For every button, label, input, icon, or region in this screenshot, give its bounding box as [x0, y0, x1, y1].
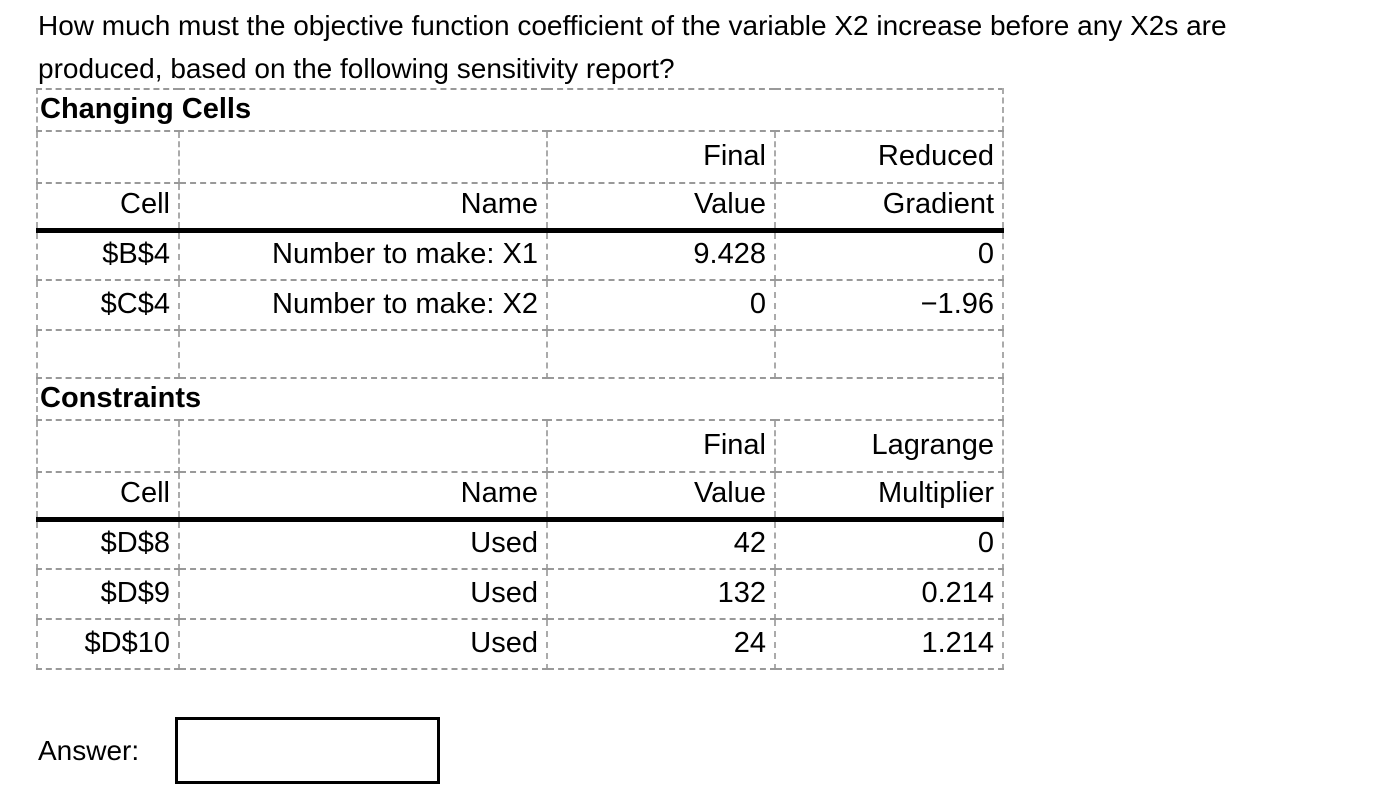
cell-final-value: 24: [546, 618, 776, 670]
empty-cell: [773, 329, 1005, 379]
changing-cells-title: Changing Cells: [35, 88, 1005, 132]
cell-ref: $D$8: [36, 518, 180, 570]
answer-input[interactable]: [175, 717, 441, 784]
cell-name: Number to make: X1: [178, 229, 548, 281]
constraints-header-bottom-row: Cell Name Value Multiplier: [36, 471, 1005, 522]
header-value-label: Value: [546, 182, 776, 233]
cell-final-value: 132: [546, 568, 776, 620]
question-line-1: How much must the objective function coe…: [38, 10, 1227, 41]
cell-reduced-gradient: −1.96: [773, 279, 1005, 331]
constraints-header-top-row: Final Lagrange: [36, 419, 1005, 473]
cell-name: Used: [178, 568, 548, 620]
changing-cells-header-top-row: Final Reduced: [36, 130, 1005, 184]
constraints-row-d10: $D$10 Used 24 1.214: [36, 618, 1005, 670]
header-cell-blank: [178, 419, 548, 473]
header-final-label: Final: [546, 419, 776, 473]
question-text: How much must the objective function coe…: [38, 4, 1227, 90]
cell-ref: $D$9: [36, 568, 180, 620]
changing-cells-header-bottom-row: Cell Name Value Gradient: [36, 182, 1005, 233]
cell-final-value: 42: [546, 518, 776, 570]
header-cell-blank: [178, 130, 548, 184]
header-cell-blank: [36, 130, 180, 184]
cell-ref: $D$10: [36, 618, 180, 670]
changing-cells-row-x2: $C$4 Number to make: X2 0 −1.96: [36, 279, 1005, 331]
header-cell-blank: [36, 419, 180, 473]
empty-cell: [36, 329, 180, 379]
cell-final-value: 9.428: [546, 229, 776, 281]
header-lagrange-label: Lagrange: [773, 419, 1005, 473]
header-reduced-label: Reduced: [773, 130, 1005, 184]
empty-cell: [546, 329, 776, 379]
answer-section: Answer:: [38, 717, 441, 784]
empty-cell: [178, 329, 548, 379]
cell-ref: $C$4: [36, 279, 180, 331]
header-multiplier-label: Multiplier: [773, 471, 1005, 522]
cell-lagrange-multiplier: 0.214: [773, 568, 1005, 620]
header-name-label: Name: [178, 182, 548, 233]
header-cell-label: Cell: [36, 471, 180, 522]
answer-label: Answer:: [38, 734, 140, 766]
constraints-title: Constraints: [35, 377, 1005, 421]
cell-lagrange-multiplier: 1.214: [773, 618, 1005, 670]
header-final-label: Final: [546, 130, 776, 184]
cell-final-value: 0: [546, 279, 776, 331]
header-cell-label: Cell: [36, 182, 180, 233]
constraints-section-row: Constraints: [35, 377, 1005, 421]
question-line-2: produced, based on the following sensiti…: [38, 53, 675, 84]
cell-name: Number to make: X2: [178, 279, 548, 331]
constraints-row-d8: $D$8 Used 42 0: [36, 518, 1005, 570]
cell-name: Used: [178, 618, 548, 670]
header-gradient-label: Gradient: [773, 182, 1005, 233]
sensitivity-report: Changing Cells Final Reduced Cell Name V…: [35, 88, 1005, 670]
header-value-label: Value: [546, 471, 776, 522]
constraints-row-d9: $D$9 Used 132 0.214: [36, 568, 1005, 620]
cell-name: Used: [178, 518, 548, 570]
cell-lagrange-multiplier: 0: [773, 518, 1005, 570]
changing-cells-section-row: Changing Cells: [35, 88, 1005, 132]
cell-reduced-gradient: 0: [773, 229, 1005, 281]
spacer-row: [36, 329, 1005, 379]
header-name-label: Name: [178, 471, 548, 522]
changing-cells-row-x1: $B$4 Number to make: X1 9.428 0: [36, 229, 1005, 281]
sensitivity-report-table: Changing Cells Final Reduced Cell Name V…: [35, 88, 1005, 670]
cell-ref: $B$4: [36, 229, 180, 281]
